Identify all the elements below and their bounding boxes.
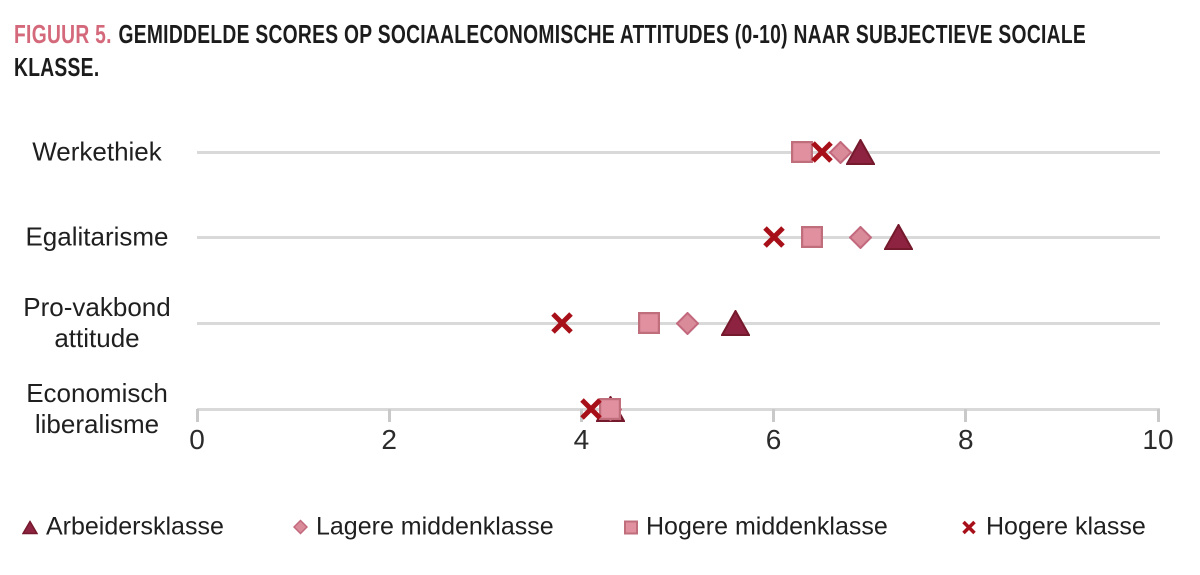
figure-title-line-1: FIGUUR 5. GEMIDDELDE SCORES OP SOCIAALECO… [14, 18, 1086, 51]
marker-diamond-lagere-middenklasse-werkethiek [829, 140, 853, 164]
marker-triangle-arbeidersklasse-economisch-liberalisme [595, 396, 625, 422]
figure-title-text-2: KLASSE. [14, 52, 100, 82]
x-axis-tick-label-8: 8 [958, 424, 974, 455]
legend-item-hogere-middenklasse: Hogere middenklasse [624, 513, 888, 542]
row-line-pro-vakbond-attitude [197, 321, 1160, 325]
category-label-pro-vakbond-attitude: Pro-vakbond attitude [23, 292, 171, 353]
legend-label-hogere-middenklasse: Hogere middenklasse [646, 512, 888, 541]
x-axis-tick-label-4: 4 [573, 424, 590, 455]
marker-x-hogere-klasse-pro-vakbond-attitude [548, 309, 576, 337]
legend-label-hogere-klasse: Hogere klasse [986, 512, 1146, 541]
legend-square-icon [624, 520, 638, 534]
x-axis-tick-4 [579, 409, 583, 422]
legend-item-arbeidersklasse: Arbeidersklasse [22, 513, 224, 542]
category-label-economisch-liberalisme: Economisch liberalisme [26, 378, 168, 439]
x-axis-tick-6 [772, 409, 776, 422]
legend-triangle-icon [22, 520, 38, 534]
x-axis-tick-10 [1156, 409, 1160, 422]
marker-x-hogere-klasse-economisch-liberalisme [577, 395, 605, 423]
marker-diamond-lagere-middenklasse-economisch-liberalisme [598, 397, 622, 421]
marker-triangle-arbeidersklasse-werkethiek [845, 139, 875, 165]
marker-triangle-arbeidersklasse-pro-vakbond-attitude [720, 310, 750, 336]
marker-triangle-arbeidersklasse-egalitarisme [884, 224, 914, 250]
marker-diamond-lagere-middenklasse-pro-vakbond-attitude [675, 311, 699, 335]
marker-x-hogere-klasse-egalitarisme [760, 223, 788, 251]
legend-item-lagere-middenklasse: Lagere middenklasse [293, 513, 554, 542]
x-axis-tick-0 [195, 409, 199, 422]
marker-square-hogere-middenklasse-werkethiek [791, 141, 814, 163]
row-line-egalitarisme [197, 235, 1160, 239]
marker-square-hogere-middenklasse-egalitarisme [801, 226, 824, 248]
x-axis-tick-label-6: 6 [765, 424, 782, 455]
figure-title-line-2: KLASSE. [14, 51, 1086, 84]
legend-item-hogere-klasse: Hogere klasse [960, 513, 1146, 542]
x-axis-tick-2 [387, 409, 391, 422]
legend-x-icon [962, 520, 976, 534]
legend-diamond-icon [293, 519, 308, 535]
row-line-economisch-liberalisme [197, 407, 1160, 411]
marker-x-hogere-klasse-werkethiek [808, 138, 836, 166]
marker-square-hogere-middenklasse-pro-vakbond-attitude [637, 312, 660, 334]
category-label-egalitarisme: Egalitarisme [25, 221, 169, 252]
category-label-werkethiek: Werkethiek [32, 136, 162, 167]
legend-label-lagere-middenklasse: Lagere middenklasse [316, 512, 554, 541]
row-line-werkethiek [197, 150, 1160, 154]
figure-number-label: FIGUUR 5. [14, 19, 112, 49]
x-axis-tick-8 [964, 409, 968, 422]
legend-label-arbeidersklasse: Arbeidersklasse [46, 512, 224, 541]
x-axis-tick-label-10: 10 [1142, 424, 1174, 455]
figure-title: FIGUUR 5. GEMIDDELDE SCORES OP SOCIAALECO… [14, 18, 1200, 84]
x-axis-tick-label-0: 0 [189, 424, 205, 455]
marker-square-hogere-middenklasse-economisch-liberalisme [599, 398, 622, 420]
x-axis-tick-label-2: 2 [381, 424, 397, 455]
marker-diamond-lagere-middenklasse-egalitarisme [848, 225, 872, 249]
figure-title-text-1: GEMIDDELDE SCORES OP SOCIAALECONOMISCHE … [118, 19, 1087, 49]
